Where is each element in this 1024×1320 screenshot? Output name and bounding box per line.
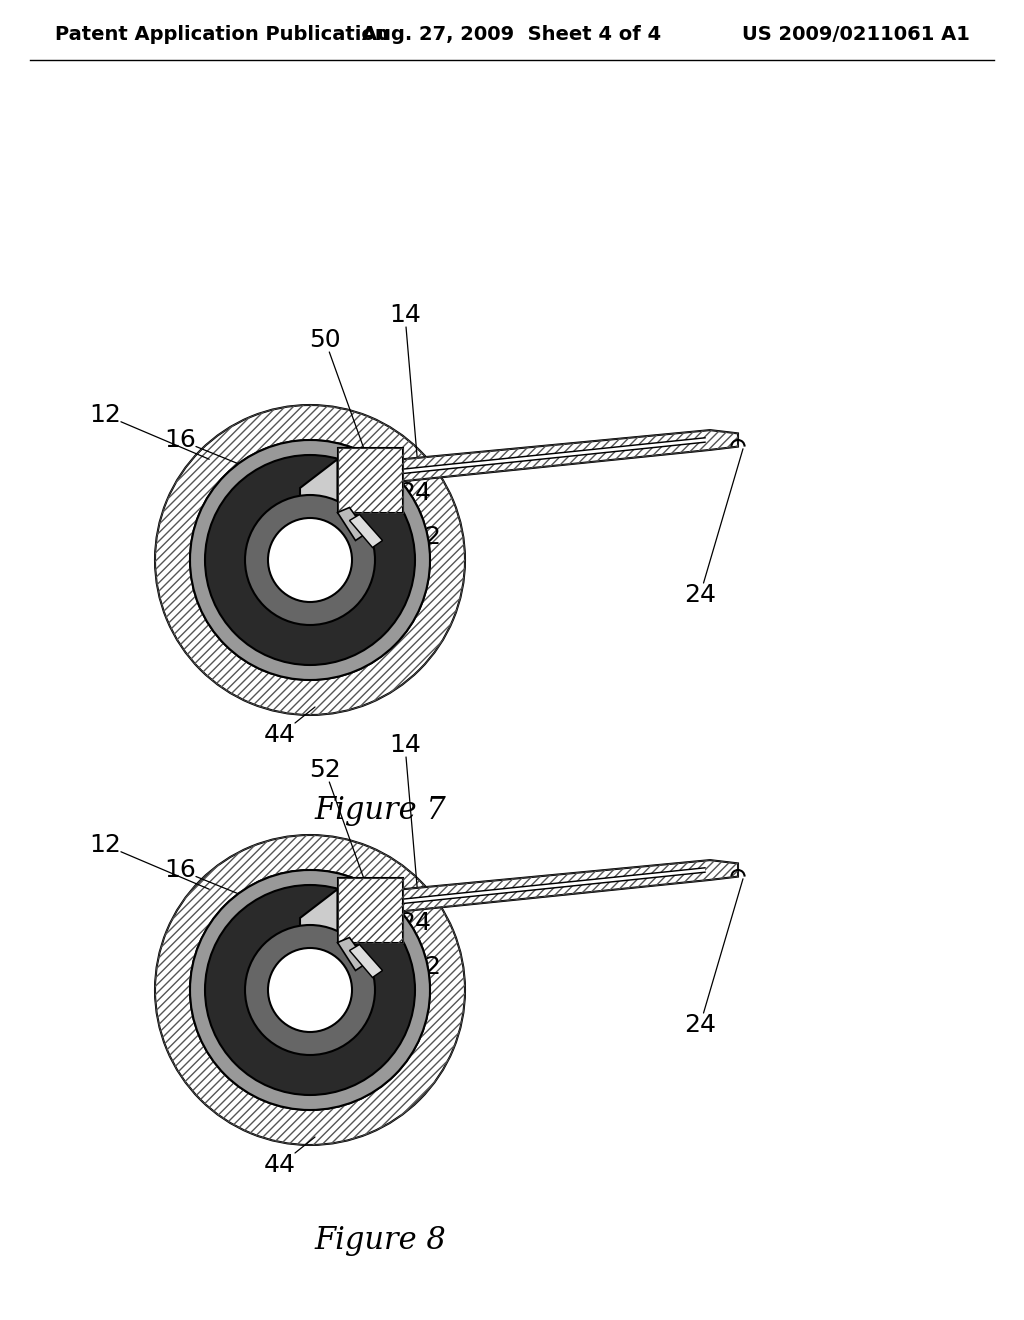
Text: 50: 50 xyxy=(309,327,364,447)
Text: 24: 24 xyxy=(357,911,431,945)
Bar xyxy=(338,447,402,512)
Circle shape xyxy=(245,495,375,624)
Polygon shape xyxy=(402,438,705,474)
Polygon shape xyxy=(349,945,383,978)
Text: Aug. 27, 2009  Sheet 4 of 4: Aug. 27, 2009 Sheet 4 of 4 xyxy=(362,25,662,45)
Polygon shape xyxy=(402,430,738,482)
Circle shape xyxy=(268,517,352,602)
Text: Figure 7: Figure 7 xyxy=(314,795,445,825)
Text: 22: 22 xyxy=(366,956,441,979)
Polygon shape xyxy=(300,890,338,998)
Wedge shape xyxy=(155,836,465,1144)
Polygon shape xyxy=(349,515,383,548)
Polygon shape xyxy=(300,459,338,568)
Text: 16: 16 xyxy=(164,858,315,925)
Text: US 2009/0211061 A1: US 2009/0211061 A1 xyxy=(742,25,970,45)
Polygon shape xyxy=(402,867,705,904)
Text: Patent Application Publication: Patent Application Publication xyxy=(55,25,389,45)
Circle shape xyxy=(268,948,352,1032)
Text: 24: 24 xyxy=(684,449,743,607)
Circle shape xyxy=(190,440,430,680)
Text: 12: 12 xyxy=(89,403,209,459)
Circle shape xyxy=(205,884,415,1096)
Text: 42: 42 xyxy=(378,573,419,597)
Text: 44: 44 xyxy=(264,708,315,747)
Polygon shape xyxy=(338,937,368,970)
Polygon shape xyxy=(402,861,738,911)
Text: 18: 18 xyxy=(345,936,419,960)
Text: Figure 8: Figure 8 xyxy=(314,1225,445,1255)
Wedge shape xyxy=(155,405,465,715)
Text: 22: 22 xyxy=(366,525,441,549)
Circle shape xyxy=(190,870,430,1110)
Text: 12: 12 xyxy=(89,833,209,890)
Bar xyxy=(338,447,402,512)
Text: 44: 44 xyxy=(264,1137,315,1177)
Text: 20: 20 xyxy=(318,975,419,999)
Bar xyxy=(338,878,402,942)
Bar xyxy=(338,878,402,942)
Text: 14: 14 xyxy=(389,304,421,462)
Circle shape xyxy=(245,925,375,1055)
Circle shape xyxy=(205,455,415,665)
Text: 52: 52 xyxy=(309,758,364,878)
Text: 24: 24 xyxy=(684,879,743,1038)
Text: 16: 16 xyxy=(164,428,315,495)
Text: 20: 20 xyxy=(318,545,419,569)
Text: 14: 14 xyxy=(389,733,421,891)
Text: 42: 42 xyxy=(378,1002,419,1027)
Text: 18: 18 xyxy=(345,506,419,529)
Polygon shape xyxy=(338,507,368,540)
Text: 24: 24 xyxy=(357,480,431,515)
